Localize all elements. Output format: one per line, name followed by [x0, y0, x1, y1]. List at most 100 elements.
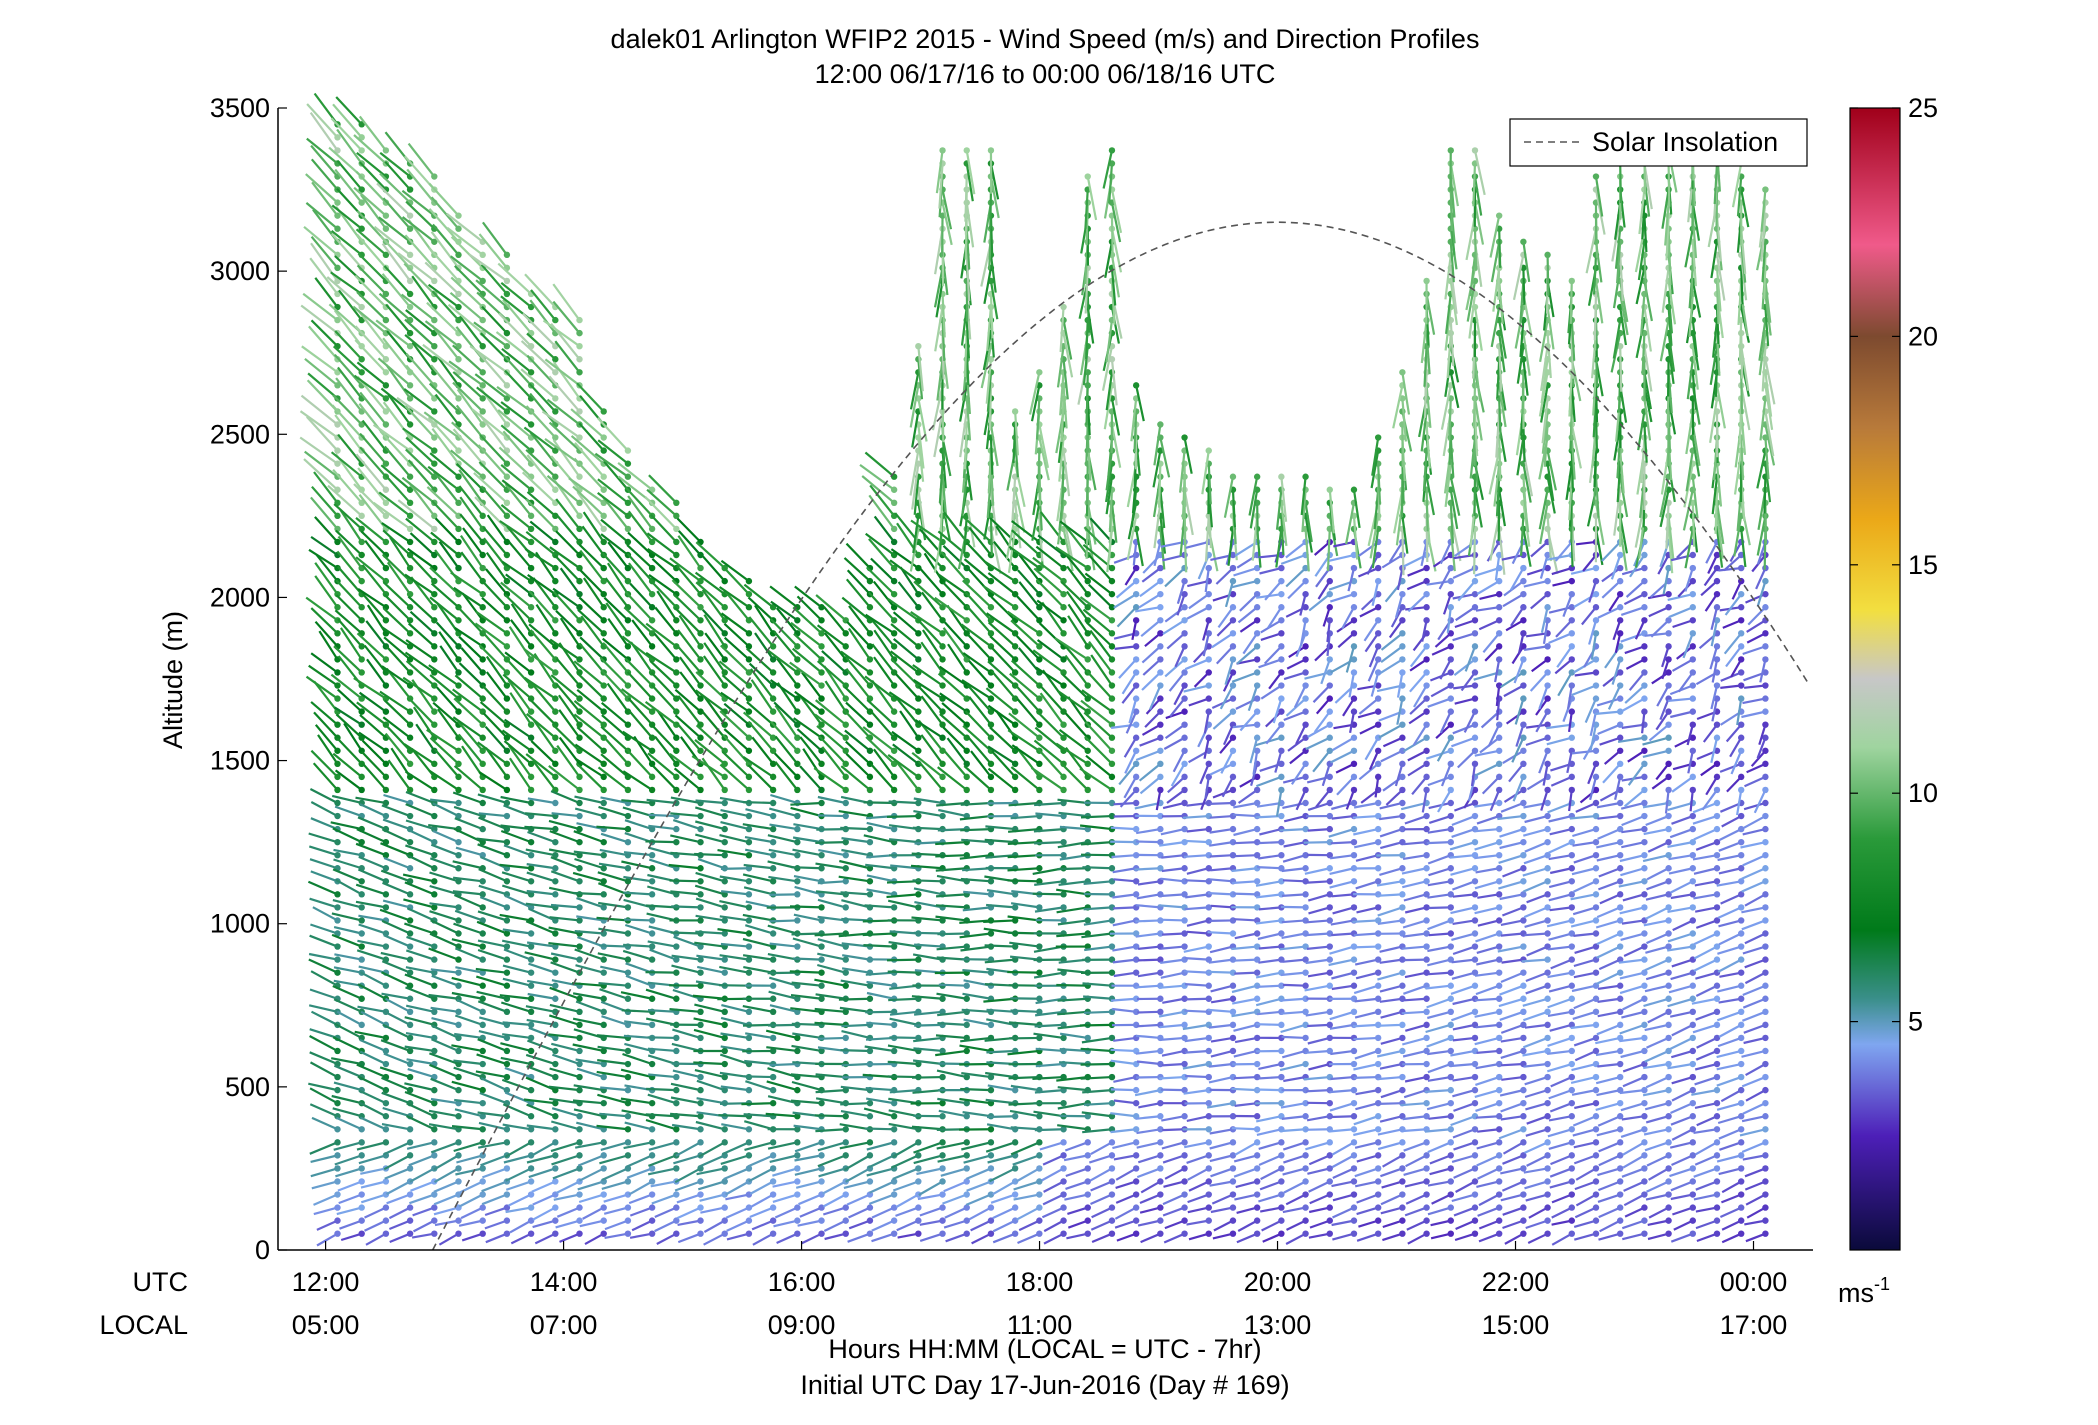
wind-barb-shaft	[844, 686, 871, 713]
wind-barb-shaft	[528, 1167, 556, 1179]
wind-barb-shaft	[358, 731, 387, 752]
wind-barb-shaft	[500, 795, 532, 805]
wind-barb-dot	[673, 1204, 680, 1211]
wind-barb-dot	[697, 878, 704, 885]
wind-barb-dot	[334, 1165, 341, 1172]
wind-barb-shaft	[429, 596, 460, 622]
wind-barb-dot	[1205, 1126, 1212, 1133]
wind-barb-shaft	[381, 828, 411, 844]
wind-barb-dot	[1084, 1139, 1091, 1146]
wind-barb-shaft	[790, 1099, 822, 1105]
wind-barb-dot	[721, 812, 728, 820]
wind-barb-dot	[527, 838, 535, 846]
wind-barb-shaft	[478, 233, 508, 269]
wind-barb-shaft	[793, 913, 822, 922]
wind-barb-shaft	[720, 867, 749, 870]
wind-barb-dot	[794, 708, 801, 715]
wind-barb-shaft	[333, 309, 363, 347]
wind-barb-dot	[358, 512, 365, 520]
wind-barb-dot	[431, 878, 438, 885]
wind-barb-shaft	[1085, 372, 1089, 413]
wind-barb-shaft	[550, 455, 581, 491]
wind-barb-dot	[334, 695, 341, 702]
wind-barb-dot	[1132, 695, 1140, 702]
wind-barb-dot	[552, 760, 559, 768]
wind-barb-shaft	[573, 850, 604, 857]
wind-barb-shaft	[364, 1219, 387, 1232]
wind-barb-dot	[915, 604, 922, 611]
wind-barb-shaft	[406, 1058, 435, 1066]
wind-barb-dot	[382, 891, 390, 898]
wind-barb-dot	[358, 786, 365, 794]
wind-barb-dot	[576, 865, 583, 872]
wind-barb-shaft	[552, 439, 581, 478]
wind-barb-dot	[697, 956, 704, 963]
wind-barb-shaft	[355, 883, 387, 896]
wind-barb-shaft	[894, 673, 920, 700]
wind-barb-shaft	[579, 549, 605, 582]
wind-barb-shaft	[508, 626, 533, 661]
wind-barb-dot	[890, 1126, 898, 1133]
wind-barb-shaft	[627, 510, 653, 543]
wind-barb-dot	[818, 1152, 825, 1159]
wind-barb-dot	[1132, 1165, 1140, 1172]
wind-barb-dot	[1157, 617, 1164, 624]
wind-barb-dot	[721, 838, 728, 846]
wind-barb-dot	[552, 930, 559, 937]
wind-barb-dot	[1157, 669, 1164, 676]
wind-barb-dot	[769, 1047, 777, 1055]
wind-barb-dot	[794, 1126, 801, 1133]
wind-barb-shaft	[720, 890, 750, 896]
wind-barb-shaft	[722, 1141, 750, 1156]
wind-barb-dot	[697, 1099, 704, 1107]
wind-barb-shaft	[355, 170, 387, 204]
wind-barb-shaft	[919, 1219, 943, 1226]
wind-barb-dot	[818, 760, 825, 768]
wind-barb-dot	[866, 1217, 874, 1224]
wind-barb-dot	[624, 995, 632, 1002]
wind-barb-shaft	[438, 631, 460, 661]
wind-barb-dot	[600, 969, 607, 976]
wind-barb-dot	[576, 316, 583, 324]
wind-barb-shaft	[528, 1026, 556, 1039]
wind-barb-dot	[479, 1060, 486, 1068]
wind-barb-shaft	[941, 202, 953, 246]
wind-barb-shaft	[354, 274, 387, 308]
wind-barb-dot	[527, 1047, 535, 1055]
wind-barb-dot	[576, 1191, 583, 1198]
wind-barb-shaft	[848, 1206, 871, 1219]
wind-barb-shaft	[935, 1034, 967, 1040]
wind-barb-shaft	[542, 319, 581, 348]
wind-barb-shaft	[551, 1107, 580, 1118]
wind-barb-shaft	[962, 992, 992, 1000]
wind-barb-shaft	[887, 754, 919, 778]
wind-barb-shaft	[582, 1206, 605, 1220]
wind-barb-shaft	[864, 1127, 895, 1131]
wind-barb-dot	[1181, 917, 1188, 924]
wind-barb-shaft	[405, 200, 436, 230]
wind-barb-dot	[745, 695, 753, 702]
wind-barb-dot	[890, 486, 898, 493]
wind-barb-shaft	[1056, 983, 1088, 987]
wind-barb-shaft	[335, 529, 363, 556]
wind-barb-shaft	[600, 796, 629, 805]
wind-barb-dot	[915, 747, 922, 754]
wind-barb-dot	[1036, 1034, 1043, 1042]
wind-barb-dot	[334, 943, 341, 950]
wind-barb-shaft	[572, 1017, 604, 1026]
wind-barb-dot	[479, 904, 486, 911]
wind-barb-dot	[818, 1230, 825, 1237]
wind-barb-dot	[1011, 917, 1019, 924]
wind-barb-dot	[503, 956, 511, 963]
wind-barb-shaft	[501, 884, 532, 896]
wind-barb-shaft	[555, 1219, 580, 1229]
wind-barb-shaft	[376, 182, 411, 217]
wind-barb-dot	[455, 760, 462, 768]
wind-barb-dot	[842, 1230, 849, 1237]
wind-barb-shaft	[991, 750, 1016, 778]
wind-barb-shaft	[801, 671, 823, 700]
wind-barb-shaft	[357, 868, 387, 883]
wind-barb-shaft	[432, 802, 459, 818]
wind-barb-shaft	[500, 401, 532, 426]
wind-barb-shaft	[431, 974, 459, 987]
